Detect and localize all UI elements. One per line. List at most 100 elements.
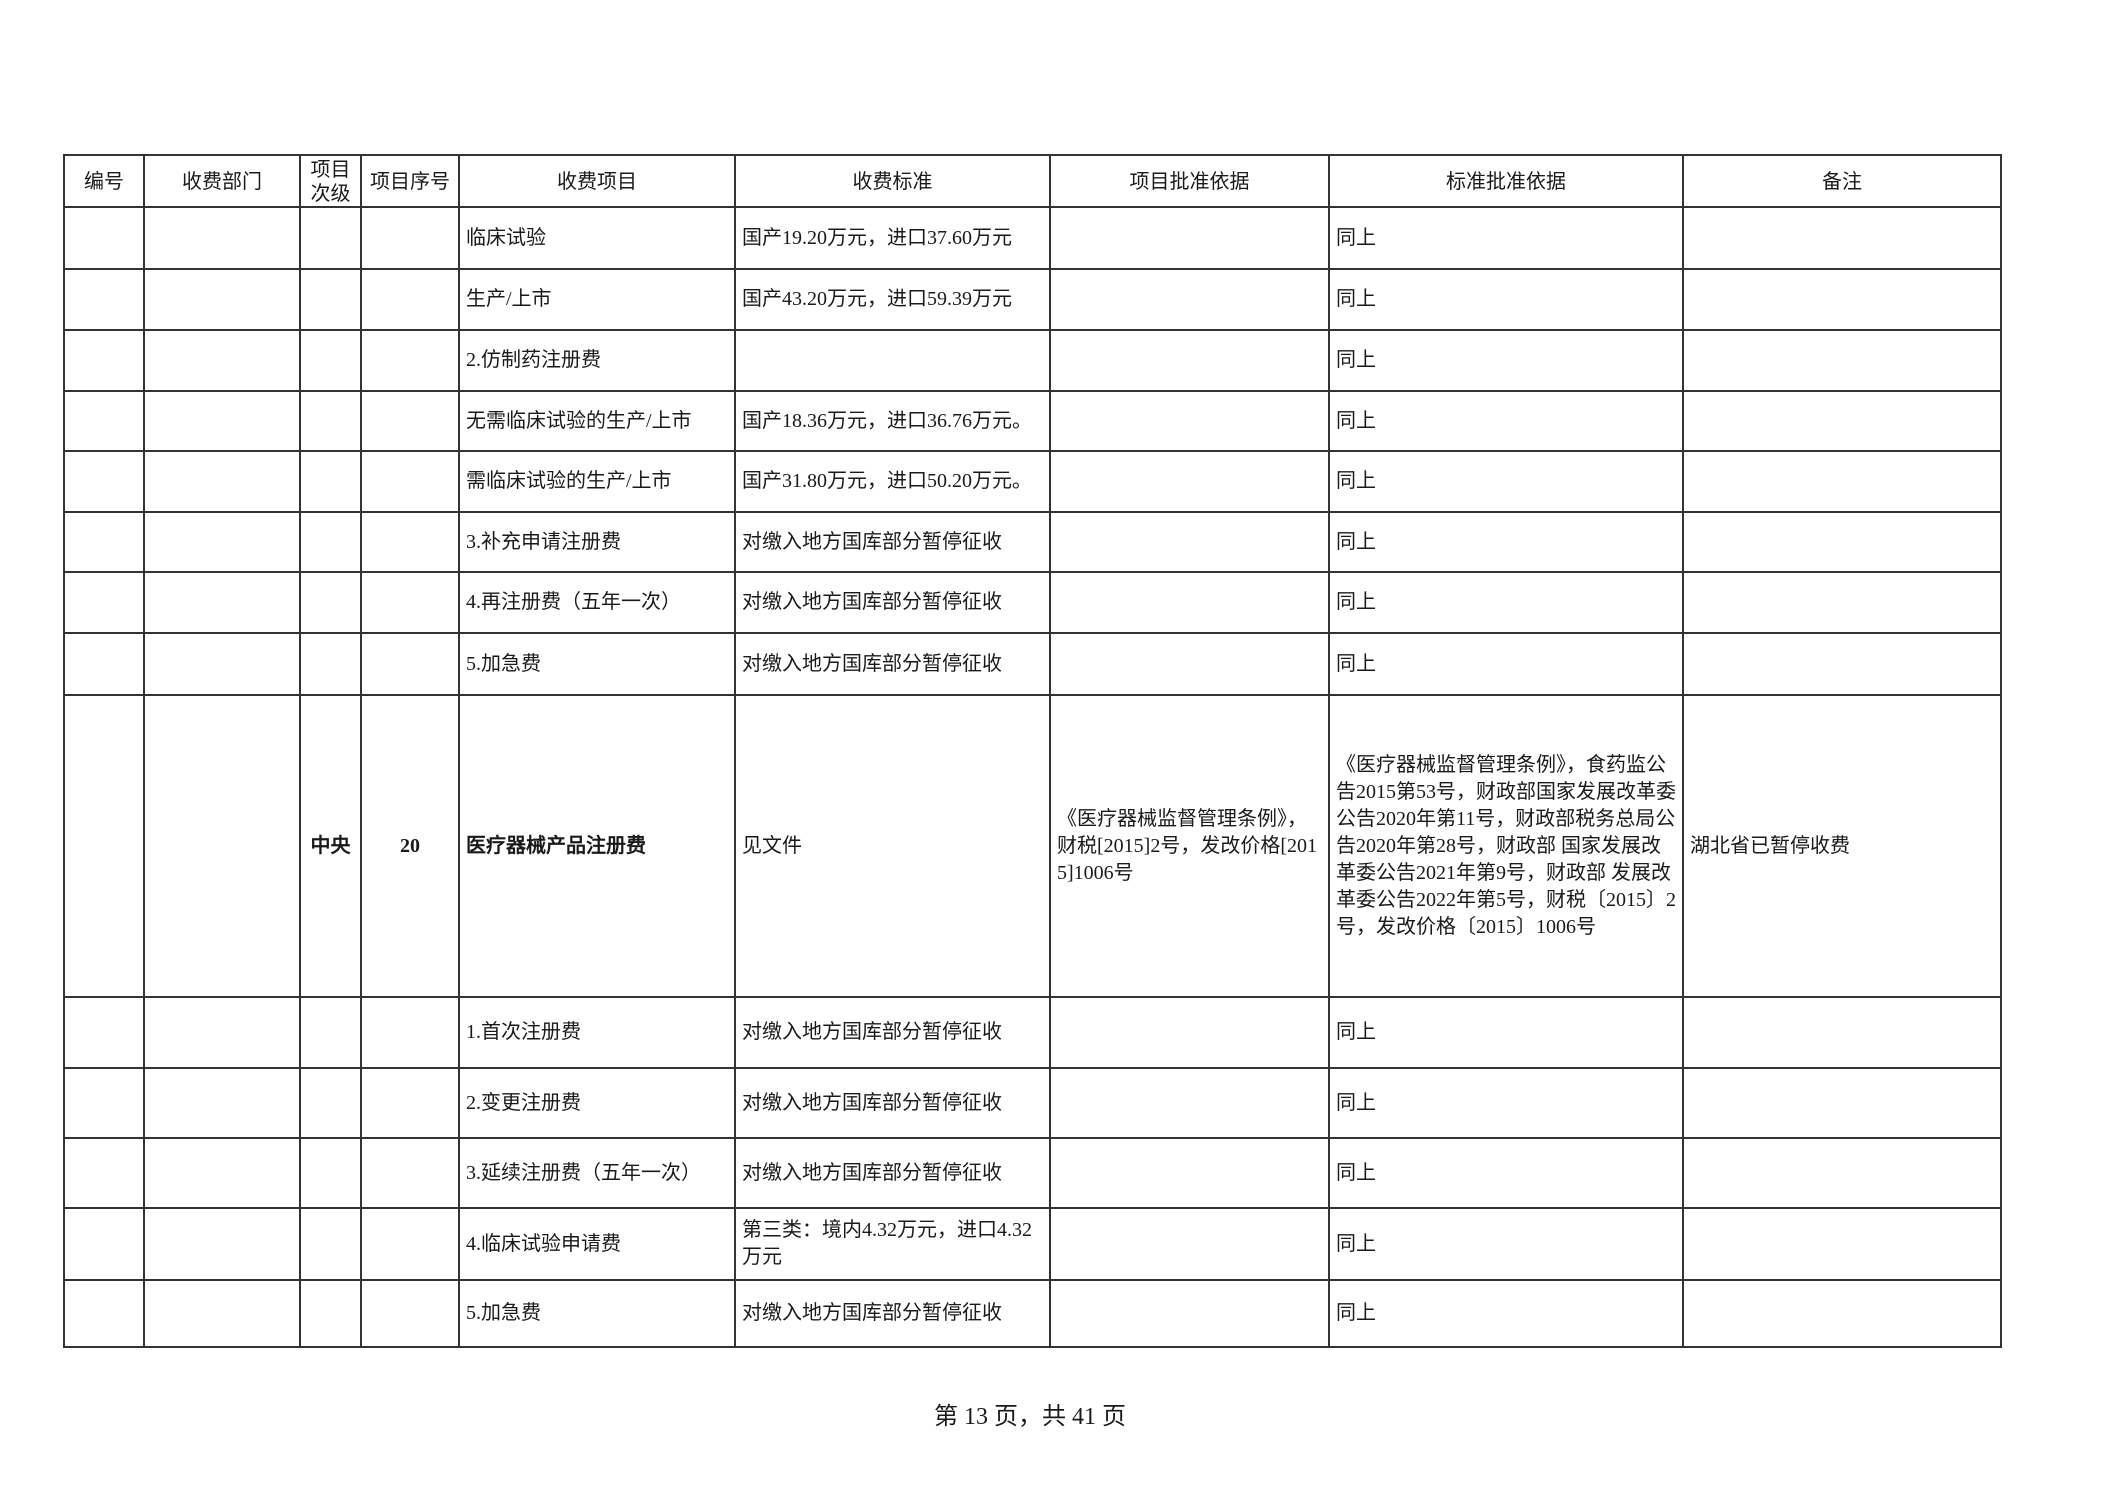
cell-level (299, 206, 362, 270)
table-row: 2.仿制药注册费 同上 (63, 329, 2002, 392)
cell-level: 中央 (299, 694, 362, 998)
cell-dept (143, 571, 301, 634)
cell-std-basis: 同上 (1328, 206, 1684, 270)
table-row: 生产/上市 国产43.20万元，进口59.39万元 同上 (63, 268, 2002, 331)
cell-item-basis (1049, 450, 1330, 513)
cell-item-basis (1049, 1207, 1330, 1281)
table-row: 5.加急费 对缴入地方国库部分暂停征收 同上 (63, 632, 2002, 696)
cell-dept (143, 206, 301, 270)
cell-dept (143, 1067, 301, 1139)
cell-note (1682, 571, 2002, 634)
cell-item: 生产/上市 (458, 268, 736, 331)
cell-item-basis (1049, 571, 1330, 634)
cell-level (299, 632, 362, 696)
cell-level (299, 390, 362, 452)
cell-no (63, 450, 145, 513)
cell-item-basis (1049, 206, 1330, 270)
column-header: 收费部门 (143, 154, 301, 208)
table-row: 3.延续注册费（五年一次） 对缴入地方国库部分暂停征收 同上 (63, 1137, 2002, 1209)
cell-dept (143, 450, 301, 513)
cell-item: 3.延续注册费（五年一次） (458, 1137, 736, 1209)
cell-item-basis (1049, 996, 1330, 1069)
cell-note (1682, 996, 2002, 1069)
cell-seq (360, 1279, 460, 1348)
cell-item: 4.再注册费（五年一次） (458, 571, 736, 634)
table-row: 中央 20 医疗器械产品注册费 见文件 《医疗器械监督管理条例》，财税[2015]2号，… (63, 694, 2002, 998)
cell-item-basis (1049, 1137, 1330, 1209)
cell-no (63, 511, 145, 573)
cell-item-basis: 《医疗器械监督管理条例》，财税[2015]2号，发改价格[2015]1006号 (1049, 694, 1330, 998)
cell-std-basis: 同上 (1328, 571, 1684, 634)
cell-dept (143, 268, 301, 331)
table-row: 5.加急费 对缴入地方国库部分暂停征收 同上 (63, 1279, 2002, 1348)
cell-item-basis (1049, 329, 1330, 392)
cell-note (1682, 329, 2002, 392)
cell-level (299, 268, 362, 331)
cell-seq (360, 390, 460, 452)
cell-seq (360, 632, 460, 696)
table-row: 4.再注册费（五年一次） 对缴入地方国库部分暂停征收 同上 (63, 571, 2002, 634)
cell-item: 医疗器械产品注册费 (458, 694, 736, 998)
cell-seq (360, 268, 460, 331)
cell-std-basis: 同上 (1328, 268, 1684, 331)
cell-no (63, 390, 145, 452)
cell-item: 需临床试验的生产/上市 (458, 450, 736, 513)
cell-note (1682, 511, 2002, 573)
cell-seq: 20 (360, 694, 460, 998)
cell-note (1682, 390, 2002, 452)
cell-item-basis (1049, 1279, 1330, 1348)
cell-no (63, 1067, 145, 1139)
cell-standard: 对缴入地方国库部分暂停征收 (734, 511, 1051, 573)
cell-item-basis (1049, 511, 1330, 573)
column-header: 编号 (63, 154, 145, 208)
cell-seq (360, 571, 460, 634)
cell-item: 5.加急费 (458, 632, 736, 696)
cell-no (63, 571, 145, 634)
cell-no (63, 1207, 145, 1281)
cell-dept (143, 1137, 301, 1209)
cell-item-basis (1049, 632, 1330, 696)
cell-standard: 国产31.80万元，进口50.20万元。 (734, 450, 1051, 513)
cell-std-basis: 同上 (1328, 329, 1684, 392)
cell-item-basis (1049, 268, 1330, 331)
cell-no (63, 1279, 145, 1348)
cell-standard: 对缴入地方国库部分暂停征收 (734, 996, 1051, 1069)
cell-standard: 国产18.36万元，进口36.76万元。 (734, 390, 1051, 452)
cell-standard (734, 329, 1051, 392)
cell-dept (143, 694, 301, 998)
cell-no (63, 632, 145, 696)
cell-standard: 见文件 (734, 694, 1051, 998)
cell-level (299, 1137, 362, 1209)
cell-no (63, 996, 145, 1069)
cell-dept (143, 511, 301, 573)
cell-item: 无需临床试验的生产/上市 (458, 390, 736, 452)
column-header: 项目批准依据 (1049, 154, 1330, 208)
column-header: 项目次级 (299, 154, 362, 208)
cell-seq (360, 329, 460, 392)
cell-std-basis: 同上 (1328, 1207, 1684, 1281)
cell-level (299, 571, 362, 634)
cell-standard: 对缴入地方国库部分暂停征收 (734, 571, 1051, 634)
cell-standard: 对缴入地方国库部分暂停征收 (734, 632, 1051, 696)
cell-item: 1.首次注册费 (458, 996, 736, 1069)
cell-dept (143, 632, 301, 696)
cell-dept (143, 390, 301, 452)
cell-std-basis: 同上 (1328, 1279, 1684, 1348)
cell-item-basis (1049, 390, 1330, 452)
cell-item: 2.变更注册费 (458, 1067, 736, 1139)
cell-std-basis: 同上 (1328, 511, 1684, 573)
cell-level (299, 996, 362, 1069)
cell-item: 2.仿制药注册费 (458, 329, 736, 392)
cell-level (299, 450, 362, 513)
cell-note (1682, 206, 2002, 270)
cell-seq (360, 450, 460, 513)
cell-item: 临床试验 (458, 206, 736, 270)
cell-note (1682, 1279, 2002, 1348)
cell-dept (143, 996, 301, 1069)
cell-standard: 对缴入地方国库部分暂停征收 (734, 1067, 1051, 1139)
cell-seq (360, 1067, 460, 1139)
cell-dept (143, 1279, 301, 1348)
cell-seq (360, 206, 460, 270)
header-row: 编号 收费部门 项目次级 项目序号 收费项目 收费标准 项目批准依据 标准批准依据 备注 (63, 154, 2002, 208)
cell-note (1682, 632, 2002, 696)
